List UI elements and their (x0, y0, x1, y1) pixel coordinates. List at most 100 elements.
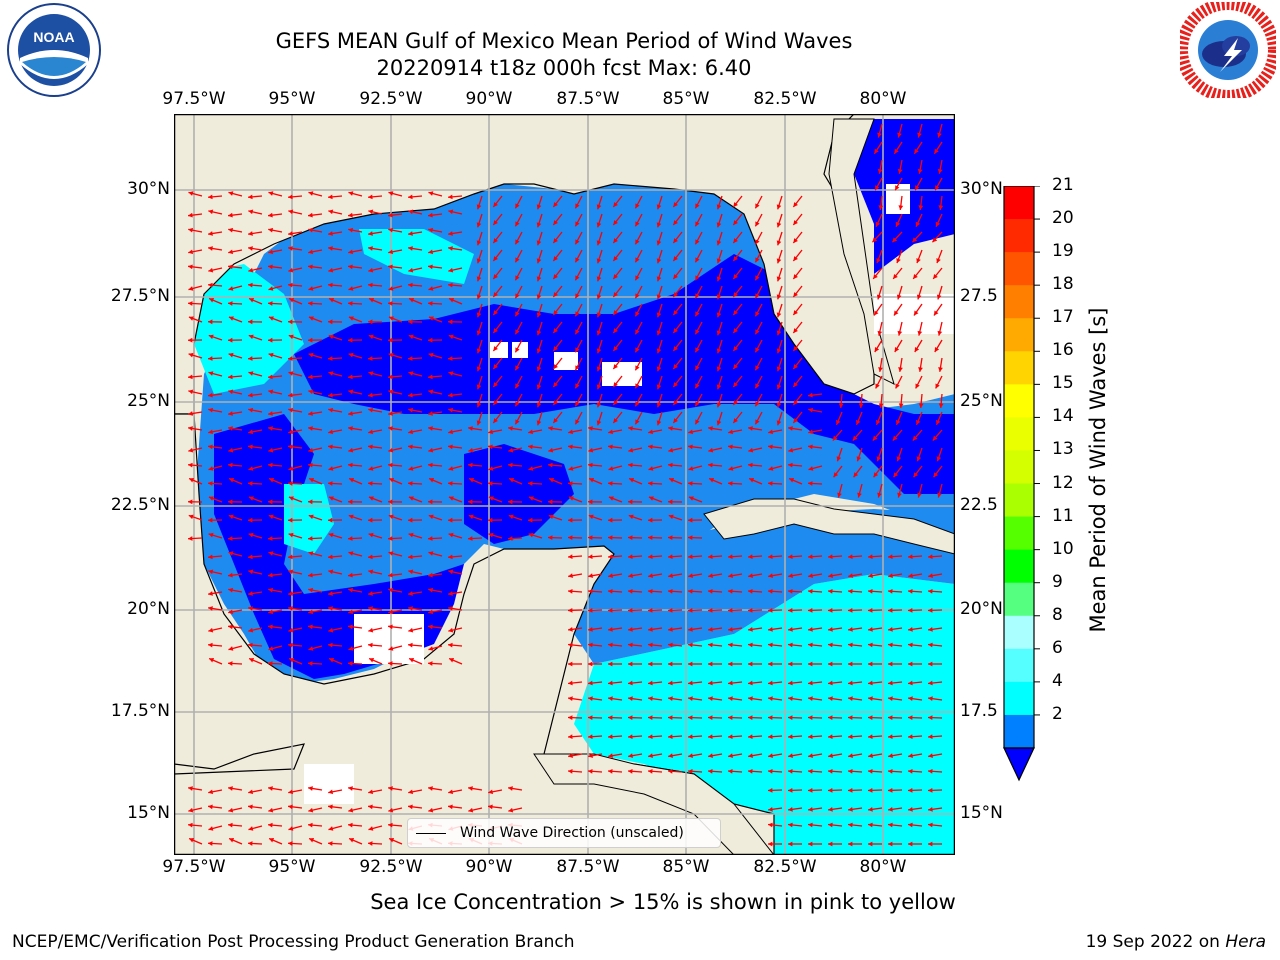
wave-arrow (552, 339, 563, 352)
lat-label-left: 27.5°N (110, 286, 170, 306)
wave-arrow (514, 357, 523, 371)
wave-arrow (808, 573, 823, 579)
wave-arrow (716, 249, 723, 264)
wave-arrow (288, 297, 303, 305)
wave-arrow (188, 285, 203, 291)
colorbar-segment (1004, 483, 1034, 518)
wave-arrow (608, 680, 623, 686)
wave-arrow (288, 569, 303, 575)
wave-arrow (727, 588, 743, 594)
wave-arrow (187, 462, 203, 468)
wave-arrow (596, 303, 603, 318)
wave-arrow (308, 249, 323, 255)
wave-arrow (656, 195, 663, 210)
wave-arrow (476, 375, 483, 390)
wave-arrow (716, 411, 723, 426)
wave-arrow (268, 426, 283, 431)
wave-arrow (408, 465, 423, 471)
wave-arrow (327, 554, 343, 560)
wave-arrow (792, 213, 803, 226)
wave-arrow (428, 411, 443, 416)
wave-arrow (608, 642, 623, 648)
wave-arrow (667, 768, 683, 774)
wave-arrow (788, 822, 803, 828)
wave-arrow (936, 249, 943, 264)
wave-arrow (892, 429, 903, 441)
wave-arrow (748, 680, 763, 686)
wave-arrow (788, 573, 803, 579)
wave-arrow (927, 554, 943, 560)
wave-arrow (268, 316, 283, 323)
wave-arrow (468, 786, 483, 791)
wave-arrow (647, 588, 663, 594)
wave-arrow (288, 606, 303, 611)
wave-arrow (328, 789, 343, 795)
wave-arrow (268, 609, 283, 615)
wave-arrow (514, 285, 523, 299)
wave-arrow (448, 789, 463, 795)
wave-arrow (732, 393, 743, 406)
wave-arrow (468, 426, 483, 431)
wave-arrow (227, 374, 243, 380)
wave-arrow (208, 444, 223, 450)
wave-arrow (847, 588, 863, 594)
wave-arrow (754, 267, 763, 281)
lat-label-right: 25°N (960, 391, 1003, 411)
wave-arrow (792, 393, 803, 406)
wave-arrow (927, 715, 943, 721)
wave-arrow (748, 642, 763, 648)
wave-arrow (492, 213, 503, 226)
wave-arrow (596, 411, 603, 426)
wave-arrow (792, 267, 803, 280)
wave-arrow (288, 371, 303, 377)
wave-arrow (428, 807, 443, 813)
wave-arrow (536, 339, 543, 354)
wave-arrow (368, 246, 383, 251)
wave-arrow (768, 626, 783, 632)
wave-arrow (508, 786, 523, 791)
wave-arrow (348, 609, 363, 615)
wave-arrow (187, 337, 203, 343)
wave-arrow (227, 301, 243, 306)
wave-arrow (428, 624, 443, 630)
wave-arrow (828, 661, 842, 667)
wave-arrow (348, 411, 363, 416)
wave-arrow (868, 753, 883, 759)
wave-arrow (428, 352, 443, 359)
wave-arrow (668, 426, 683, 431)
wave-arrow (308, 572, 323, 578)
wave-arrow (694, 231, 703, 245)
wind-wave-arrows (187, 123, 944, 847)
wave-arrow (448, 804, 463, 810)
wave-arrow (388, 447, 403, 453)
wave-arrow (868, 841, 882, 847)
wave-arrow (308, 264, 323, 270)
wave-arrow (467, 462, 483, 468)
wave-arrow (878, 357, 883, 372)
wave-arrow (807, 554, 823, 560)
wave-arrow (567, 554, 583, 560)
wave-arrow (228, 477, 243, 485)
wave-arrow (574, 267, 583, 281)
wave-arrow (248, 789, 263, 795)
wave-arrow (607, 715, 623, 721)
wave-arrow (408, 267, 423, 273)
wave-arrow (408, 532, 423, 539)
wave-arrow (407, 481, 423, 486)
wave-arrow (916, 285, 923, 300)
wave-arrow (568, 573, 583, 579)
wave-arrow (828, 841, 842, 847)
wave-arrow (898, 393, 904, 409)
wave-arrow (348, 645, 363, 651)
wave-arrow (348, 316, 363, 323)
wave-arrow (588, 696, 603, 702)
colorbar-segment (1004, 351, 1034, 385)
wave-arrow (668, 626, 683, 632)
wave-arrow (388, 212, 403, 218)
wave-arrow (867, 588, 883, 594)
wave-arrow (694, 303, 703, 317)
wave-arrow (387, 536, 403, 541)
wave-arrow (716, 339, 723, 354)
wave-arrow (792, 321, 803, 334)
wave-arrow (612, 321, 623, 334)
